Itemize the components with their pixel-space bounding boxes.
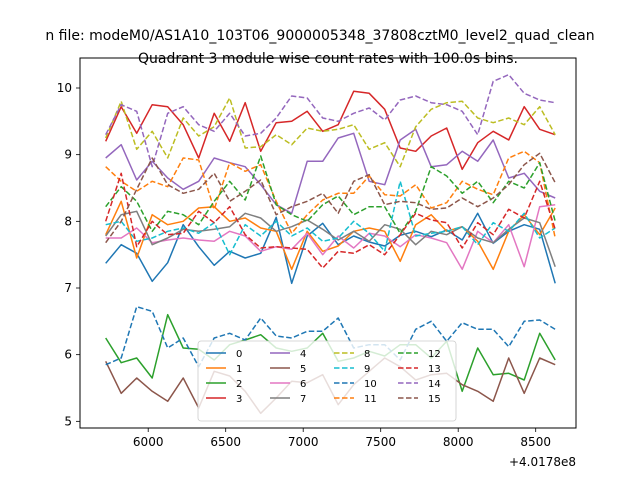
x-offset-label: +4.0178e8 bbox=[509, 455, 576, 469]
x-tick-label: 6500 bbox=[210, 435, 241, 449]
x-tick-label: 8500 bbox=[520, 435, 551, 449]
series-line-10 bbox=[105, 305, 556, 368]
series-line-6 bbox=[105, 203, 556, 271]
y-tick-label: 6 bbox=[64, 348, 72, 362]
legend-label-9: 9 bbox=[364, 364, 370, 375]
legend-label-1: 1 bbox=[236, 364, 242, 375]
legend-label-2: 2 bbox=[236, 379, 242, 390]
plot-frame bbox=[79, 57, 577, 429]
legend-label-7: 7 bbox=[300, 394, 306, 405]
series-line-3 bbox=[105, 90, 556, 171]
series-line-14 bbox=[105, 73, 556, 168]
series-line-9 bbox=[105, 180, 556, 256]
y-tick-label: 9 bbox=[64, 148, 72, 162]
legend-label-8: 8 bbox=[364, 349, 370, 360]
x-tick-label: 8000 bbox=[443, 435, 474, 449]
x-tick-label: 7000 bbox=[288, 435, 319, 449]
legend-label-13: 13 bbox=[428, 364, 441, 375]
x-tick-label: 6000 bbox=[133, 435, 164, 449]
legend-label-5: 5 bbox=[300, 364, 306, 375]
x-tick-label: 7500 bbox=[365, 435, 396, 449]
series-line-11 bbox=[105, 150, 556, 239]
legend-label-12: 12 bbox=[428, 349, 441, 360]
series-line-4 bbox=[105, 128, 556, 215]
figure-title: n file: modeM0/AS1A10_103T06_9000005348_… bbox=[45, 28, 594, 44]
legend-box bbox=[197, 340, 457, 422]
legend-label-14: 14 bbox=[428, 379, 441, 390]
series-line-1 bbox=[105, 200, 556, 271]
y-tick-label: 8 bbox=[64, 214, 72, 228]
legend-label-4: 4 bbox=[300, 349, 306, 360]
y-tick-label: 10 bbox=[57, 81, 72, 95]
legend-label-3: 3 bbox=[236, 394, 242, 405]
y-tick-label: 5 bbox=[64, 414, 72, 428]
y-tick-label: 7 bbox=[64, 281, 72, 295]
series-line-7 bbox=[105, 210, 556, 267]
legend-label-11: 11 bbox=[364, 394, 377, 405]
series-line-8 bbox=[105, 97, 556, 168]
legend-label-6: 6 bbox=[300, 379, 306, 390]
series-line-15 bbox=[105, 152, 556, 244]
chart-title: Quadrant 3 module wise count rates with … bbox=[138, 51, 518, 67]
series-line-13 bbox=[104, 172, 556, 269]
series-line-12 bbox=[105, 155, 556, 235]
legend-label-15: 15 bbox=[428, 394, 441, 405]
legend-label-10: 10 bbox=[364, 379, 377, 390]
legend-label-0: 0 bbox=[236, 349, 242, 360]
